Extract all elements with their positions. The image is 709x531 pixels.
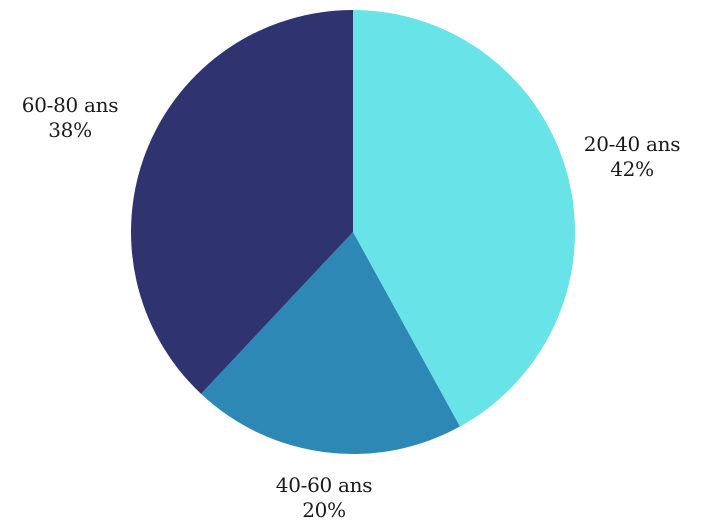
slice-name-20-40: 20-40 ans <box>583 132 681 156</box>
slice-label-20-40: 20-40 ans 42% <box>562 132 702 182</box>
slice-name-60-80: 60-80 ans <box>21 93 119 117</box>
pie-slice-60-80-ans <box>131 10 353 394</box>
slice-label-60-80: 60-80 ans 38% <box>0 93 140 143</box>
slice-label-40-60: 40-60 ans 20% <box>244 473 404 523</box>
pie-slice-40-60-ans <box>201 232 460 455</box>
pie-slice-20-40-ans <box>353 10 576 427</box>
slice-name-40-60: 40-60 ans <box>275 473 373 497</box>
slice-percent-40-60: 20% <box>302 498 346 522</box>
slice-percent-20-40: 42% <box>610 157 654 181</box>
slice-percent-60-80: 38% <box>48 118 92 142</box>
